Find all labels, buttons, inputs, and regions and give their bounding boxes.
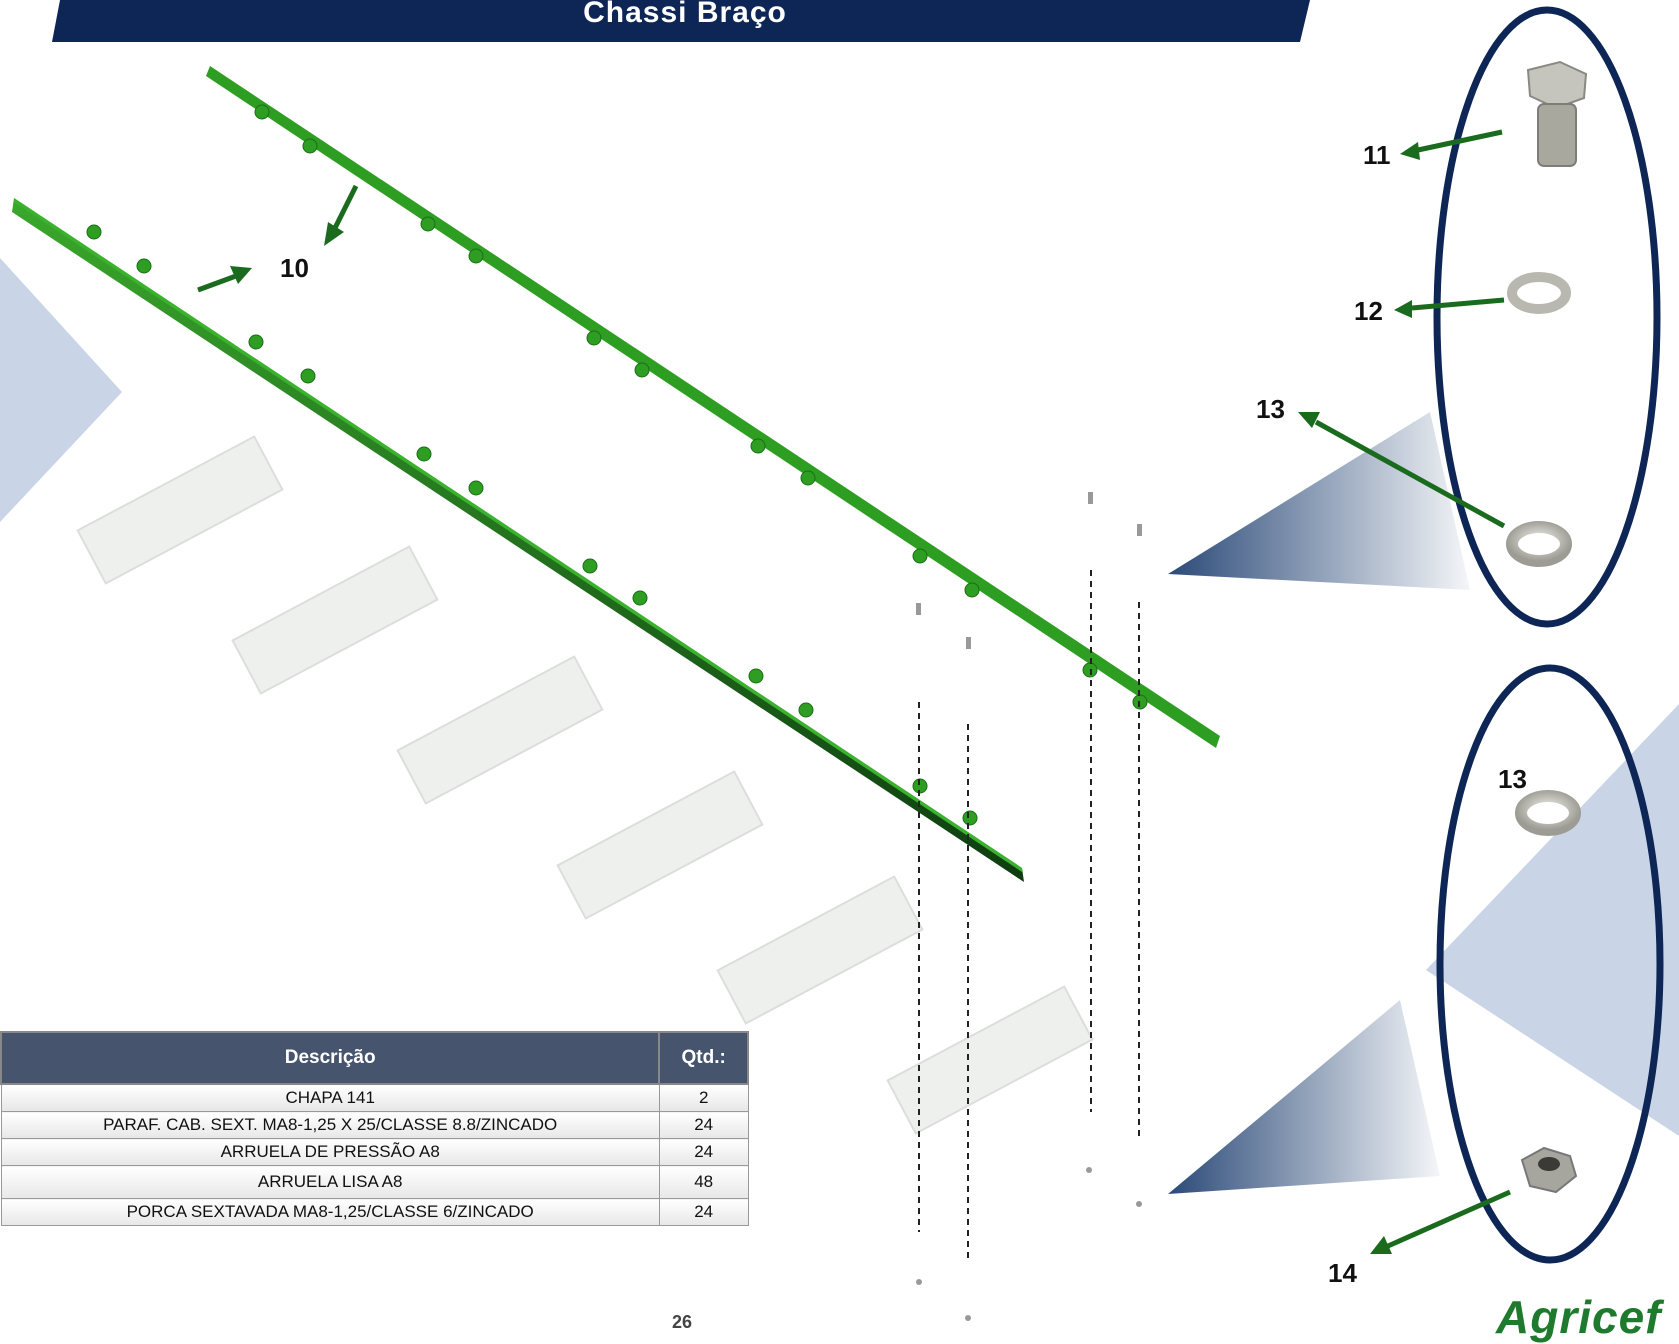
callout-13-lower: 13 xyxy=(1498,764,1527,794)
table-row: CHAPA 141 2 xyxy=(0,1083,749,1112)
flat-washer-icon-lower xyxy=(1515,790,1581,836)
zoom-beam-upper xyxy=(1168,412,1470,590)
table-header-row: Descrição Qtd.: xyxy=(0,1031,749,1085)
hex-nut-icon xyxy=(1520,1146,1578,1194)
table-row: PORCA SEXTAVADA MA8-1,25/CLASSE 6/ZINCAD… xyxy=(0,1198,749,1226)
row-qty: 48 xyxy=(658,1165,749,1199)
row-description: ARRUELA DE PRESSÃO A8 xyxy=(0,1138,660,1166)
dashed-lines xyxy=(918,570,1140,1262)
callout-arrows xyxy=(197,129,1512,1254)
row-qty: 24 xyxy=(658,1111,749,1139)
parts-table: Descrição Qtd.: CHAPA 141 2 PARAF. CAB. … xyxy=(0,1031,749,1226)
table-row: PARAF. CAB. SEXT. MA8-1,25 X 25/CLASSE 8… xyxy=(0,1111,749,1139)
callout-10: 10 xyxy=(280,253,309,283)
row-description: ARRUELA LISA A8 xyxy=(0,1165,660,1199)
title-bar-shape xyxy=(52,0,1310,42)
decor-panel-left xyxy=(0,258,122,522)
page-number: 26 xyxy=(672,1312,693,1332)
lock-washer-icon xyxy=(1507,272,1571,314)
row-description: CHAPA 141 xyxy=(0,1083,660,1112)
detail-ellipse-upper xyxy=(1433,6,1661,628)
row-description: PARAF. CAB. SEXT. MA8-1,25 X 25/CLASSE 8… xyxy=(0,1111,660,1139)
brand-logo: Agricef xyxy=(1496,1291,1662,1343)
rail-lower xyxy=(12,198,1024,882)
callout-12: 12 xyxy=(1354,296,1383,326)
rail-upper xyxy=(206,66,1220,748)
detail-ellipse-lower xyxy=(1436,664,1664,1264)
row-description: PORCA SEXTAVADA MA8-1,25/CLASSE 6/ZINCAD… xyxy=(0,1198,660,1226)
row-qty: 24 xyxy=(658,1198,749,1226)
title-bar: Chassi Braço xyxy=(0,0,1679,42)
small-hardware xyxy=(916,492,1142,1321)
bolt-icon xyxy=(1526,60,1588,167)
header-description: Descrição xyxy=(0,1031,661,1085)
callout-14: 14 xyxy=(1328,1258,1357,1288)
header-qty: Qtd.: xyxy=(658,1031,749,1085)
faded-assemblies xyxy=(76,435,1094,1135)
decor-panel-right xyxy=(1426,704,1679,1136)
callout-11: 11 xyxy=(1363,140,1391,170)
page-title: Chassi Braço xyxy=(583,0,787,29)
table-row: ARRUELA LISA A8 48 xyxy=(0,1165,749,1199)
zoom-beam-lower xyxy=(1168,1000,1440,1194)
flat-washer-icon xyxy=(1506,521,1572,567)
table-row: ARRUELA DE PRESSÃO A8 24 xyxy=(0,1138,749,1166)
row-qty: 2 xyxy=(658,1083,749,1112)
row-qty: 24 xyxy=(658,1138,749,1166)
callout-13: 13 xyxy=(1256,394,1285,424)
